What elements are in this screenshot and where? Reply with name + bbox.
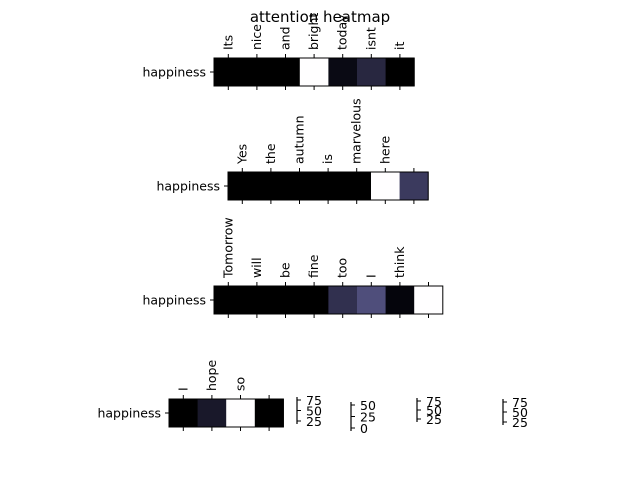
heatmap-cell (328, 286, 358, 314)
heatmap-cell (254, 399, 284, 427)
colorbar-tick-label: 50 (306, 404, 322, 419)
heatmap-cell (371, 172, 400, 200)
heatmap-cell (328, 58, 358, 86)
column-label: isnt (363, 27, 378, 50)
colorbar-tick-label: 75 (426, 394, 442, 409)
colorbar-tick-label: 25 (512, 415, 528, 430)
colorbar-tick-label: 50 (426, 403, 442, 418)
column-label: I (175, 387, 190, 391)
figure-title: attention heatmap (250, 8, 390, 26)
colorbar-tick-label: 25 (360, 410, 376, 425)
row-label: happiness (97, 406, 161, 421)
column-label: bright (306, 13, 321, 50)
heatmap-cell (285, 172, 315, 200)
heatmap-cell (214, 58, 243, 86)
heatmap-cell (214, 286, 243, 314)
heatmap-cell (385, 286, 415, 314)
heatmap-cell (228, 172, 257, 200)
column-label: here (377, 136, 392, 164)
colorbar-tick-label: 25 (426, 412, 442, 427)
column-label: too (335, 258, 350, 278)
column-label: autumn (292, 115, 307, 164)
heatmap-cell (242, 286, 272, 314)
heatmap-cell (271, 286, 301, 314)
column-label: marvelous (349, 98, 364, 164)
heatmap-cell (385, 58, 415, 86)
colorbar-tick-label: 75 (512, 395, 528, 410)
heatmap-cell (357, 58, 386, 86)
heatmap-cell (226, 399, 256, 427)
row-label: happiness (156, 179, 220, 194)
column-label: I (363, 274, 378, 278)
heatmap-panel-1: Its nice and bright today isnt it happiness (142, 13, 415, 90)
heatmap-cell (169, 399, 198, 427)
row-label: happiness (142, 293, 206, 308)
column-label: Its (220, 35, 235, 50)
column-label: hope (204, 359, 219, 391)
colorbar-tick-label: 0 (360, 421, 368, 436)
heatmap-cell (299, 58, 329, 86)
colorbar-tick-label: 50 (512, 405, 528, 420)
heatmap-cell (299, 286, 329, 314)
column-label: nice (249, 24, 264, 50)
heatmap-cell (242, 58, 272, 86)
row-label: happiness (142, 65, 206, 80)
column-label: the (263, 143, 278, 164)
column-label: and (278, 26, 293, 50)
heatmap-cell (271, 58, 301, 86)
heatmap-cell (357, 286, 386, 314)
column-label: is (320, 154, 335, 164)
heatmap-cell (197, 399, 227, 427)
column-label: today (335, 14, 350, 50)
column-label: Tomorrow (220, 217, 235, 279)
column-label: it (392, 42, 407, 50)
column-label: be (278, 262, 293, 278)
column-label: will (249, 257, 264, 278)
colorbar-tick-label: 75 (306, 393, 322, 408)
heatmap-cell (313, 172, 343, 200)
column-label: fine (306, 254, 321, 278)
heatmap-cell (256, 172, 286, 200)
heatmap-cell (342, 172, 372, 200)
heatmap-cell (414, 286, 444, 314)
column-label: Yes (234, 144, 249, 165)
column-label: so (233, 377, 248, 391)
colorbar-tick-label: 50 (360, 398, 376, 413)
column-label: think (392, 246, 407, 278)
heatmap-cell (399, 172, 429, 200)
heatmap-panel-2: Yes the autumn is marvelous here happiness (156, 98, 429, 204)
colorbar-tick-label: 25 (306, 414, 322, 429)
